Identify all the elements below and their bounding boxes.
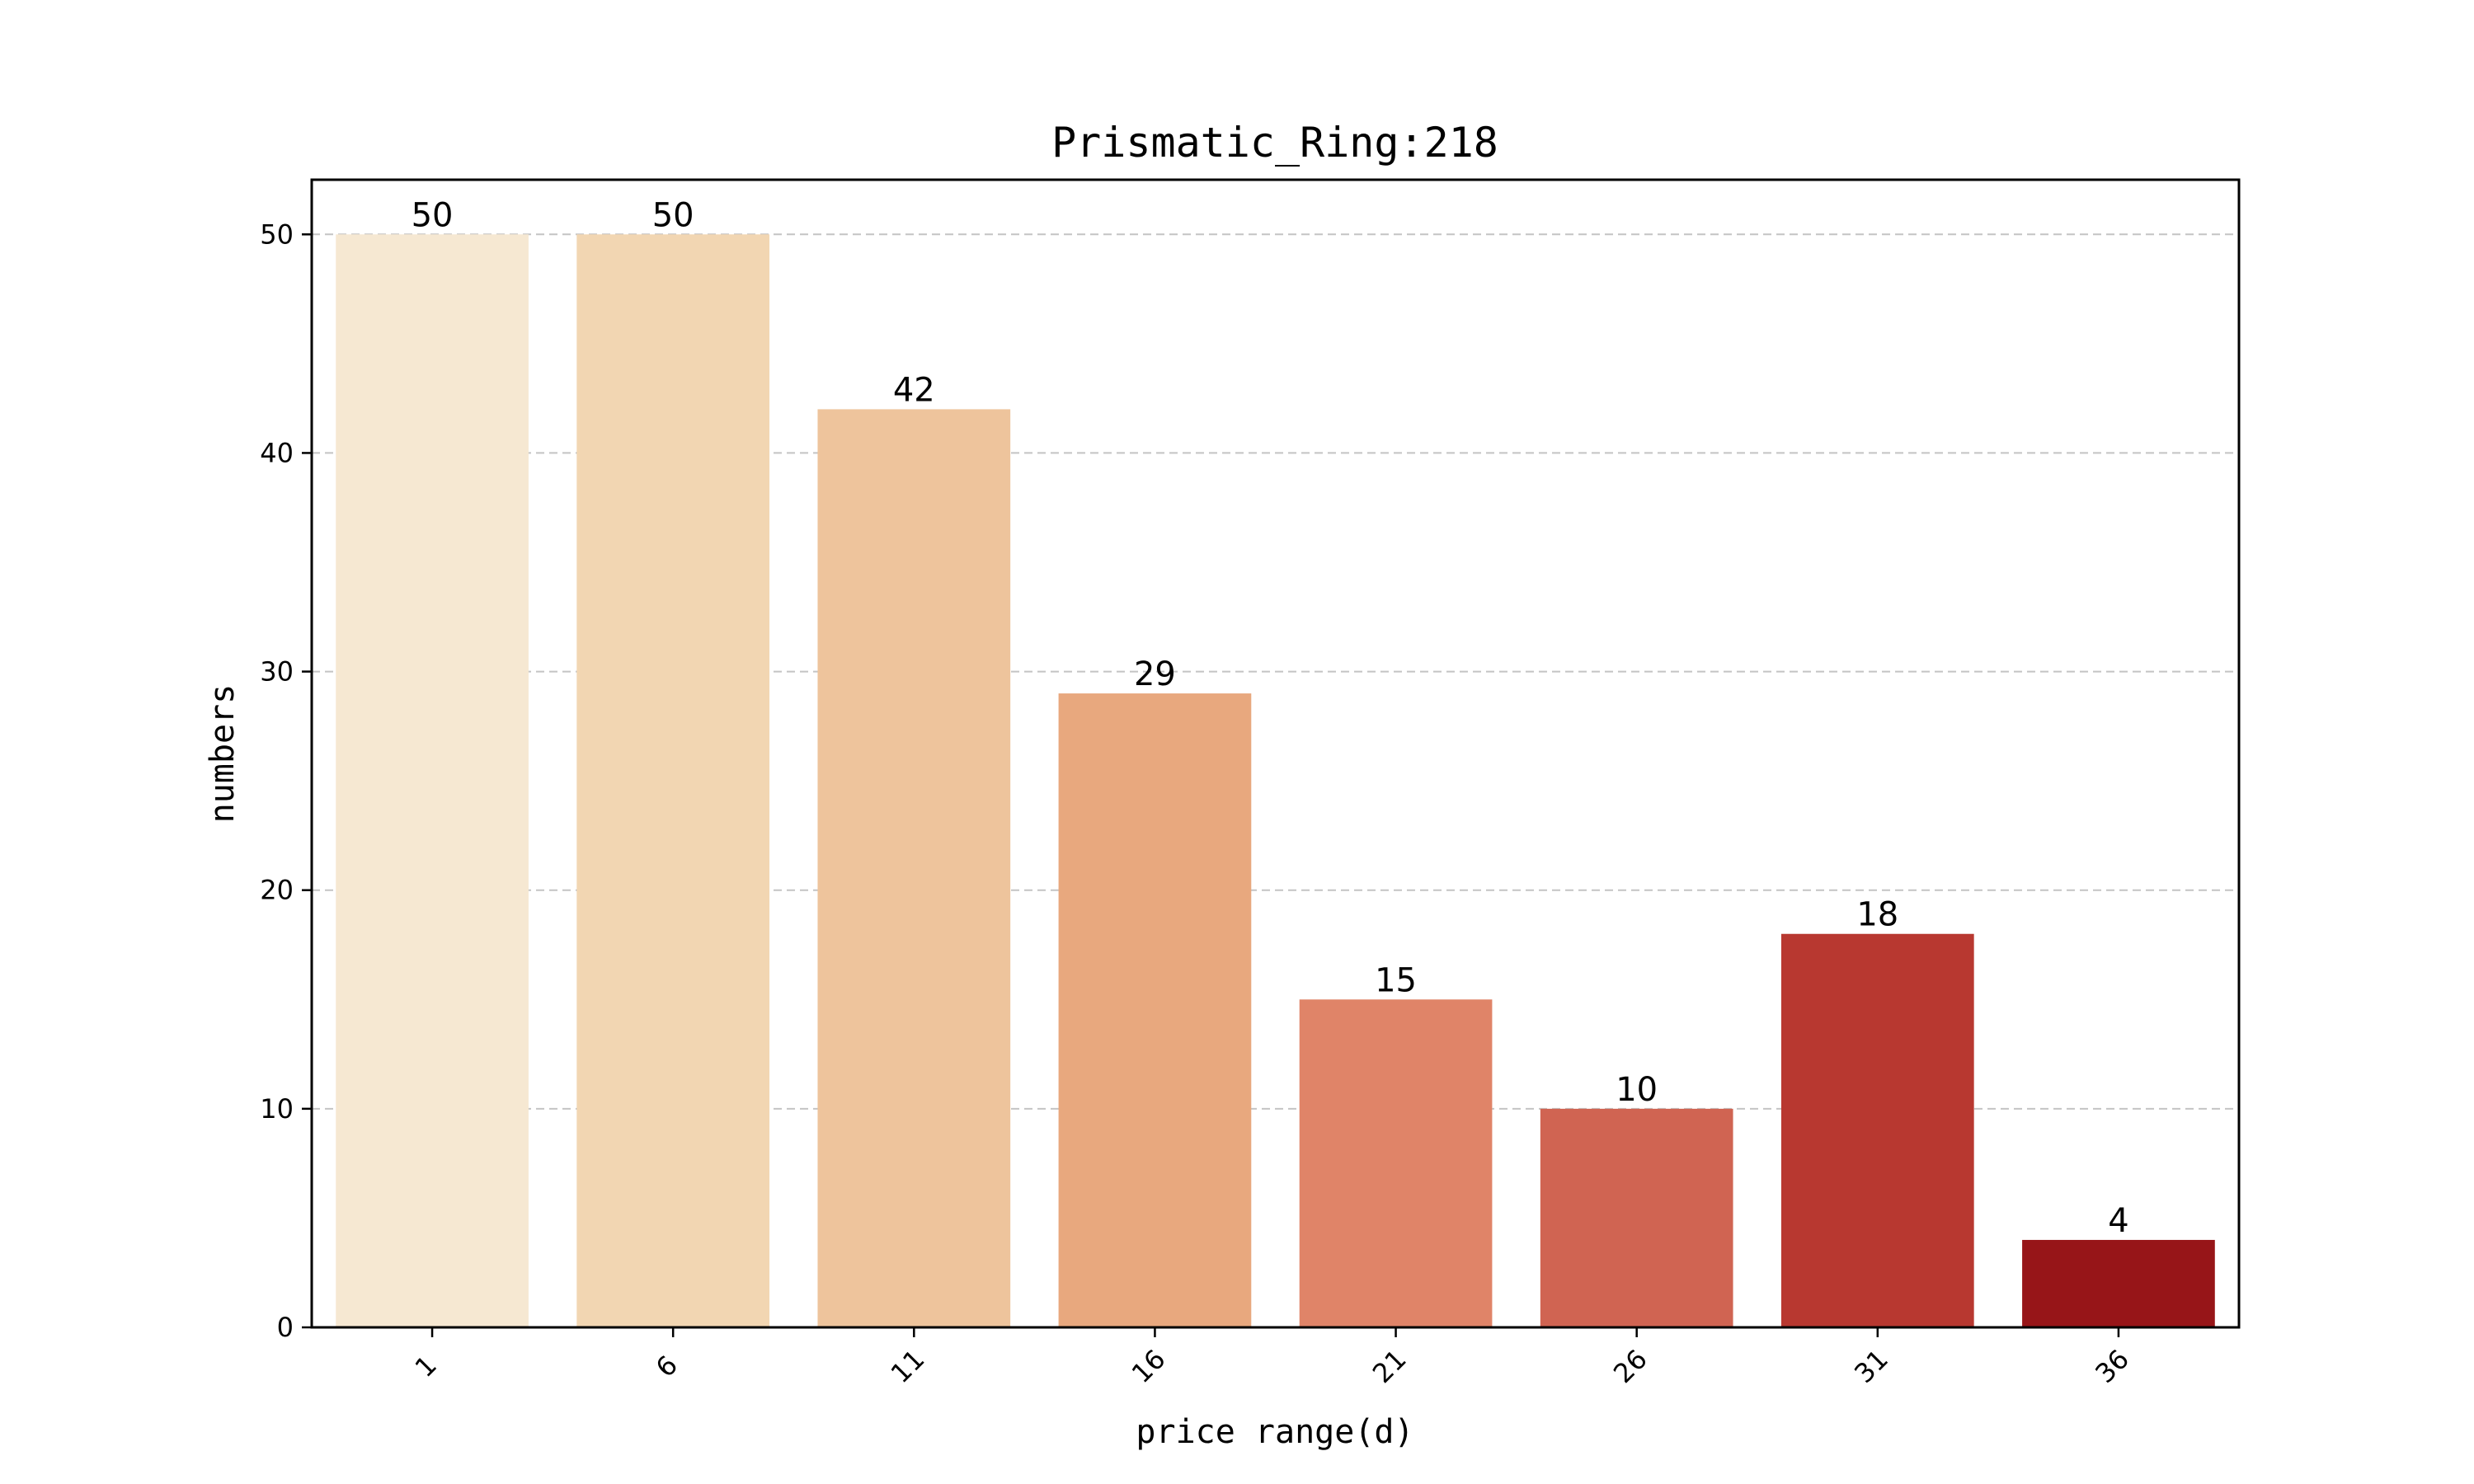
x-tick-label-1: 1 [409,1350,443,1383]
bar-11 [817,409,1011,1327]
x-tick-label-36: 36 [2089,1343,2135,1389]
x-tick-label-31: 31 [1848,1343,1894,1389]
data-label-16: 29 [1134,655,1176,693]
x-axis-label: price range(d) [1136,1413,1413,1451]
y-axis-label: numbers [204,684,242,824]
y-axis: 0 10 20 30 40 50 [260,218,312,1343]
data-labels-layer: 50 50 42 29 15 10 18 4 [412,196,2129,1240]
x-tick-label-21: 21 [1366,1343,1413,1389]
data-label-31: 18 [1856,896,1898,934]
y-tick-label-50: 50 [260,218,294,250]
data-label-6: 50 [652,196,694,234]
bar-36 [2022,1239,2215,1327]
data-label-26: 10 [1616,1071,1658,1109]
bars-layer [336,234,2215,1328]
bar-26 [1540,1108,1733,1327]
bar-6 [576,234,770,1328]
x-tick-label-6: 6 [650,1350,684,1383]
bar-31 [1780,933,1974,1327]
x-tick-label-16: 16 [1126,1343,1172,1389]
bar-1 [336,234,529,1328]
y-tick-label-0: 0 [277,1312,294,1343]
bar-16 [1058,693,1252,1327]
y-tick-label-10: 10 [260,1093,294,1125]
y-tick-label-40: 40 [260,437,294,468]
x-tick-label-11: 11 [885,1343,931,1389]
y-tick-label-20: 20 [260,875,294,906]
data-label-1: 50 [412,196,454,234]
plot-frame [310,178,2241,1329]
x-axis: 1 6 11 16 21 26 31 36 [409,1327,2135,1389]
x-tick-label-26: 26 [1607,1343,1653,1389]
chart-title: Prismatic_Ring:218 [1051,119,1498,167]
data-label-21: 15 [1375,961,1417,999]
y-tick-label-30: 30 [260,656,294,688]
data-label-36: 4 [2108,1202,2128,1240]
bar-21 [1299,999,1493,1327]
data-label-11: 42 [893,371,935,409]
